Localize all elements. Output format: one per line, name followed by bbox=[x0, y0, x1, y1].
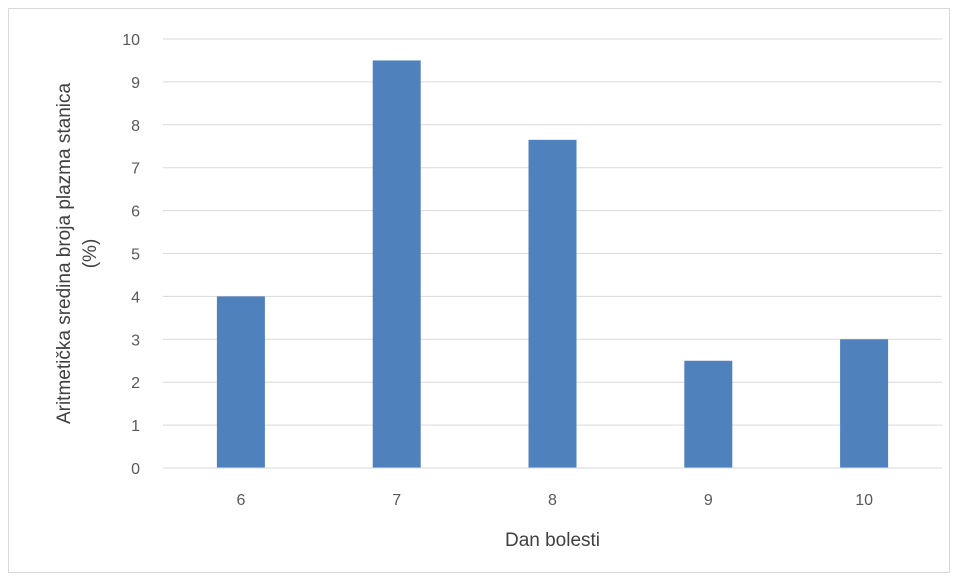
x-tick-label: 7 bbox=[392, 492, 401, 509]
y-tick-label: 9 bbox=[131, 75, 140, 92]
x-tick-label: 8 bbox=[548, 492, 557, 509]
y-tick-label: 1 bbox=[131, 418, 140, 435]
x-tick-label: 10 bbox=[855, 492, 873, 509]
bars bbox=[216, 60, 889, 468]
gridlines bbox=[163, 38, 942, 426]
y-tick-label: 0 bbox=[131, 461, 140, 478]
y-tick-label: 7 bbox=[131, 161, 140, 178]
y-tick-label: 6 bbox=[131, 204, 140, 221]
bar-8 bbox=[528, 139, 577, 468]
bar-7 bbox=[372, 60, 421, 468]
y-axis-title-line: Aritmetička sredina broja plazma stanica bbox=[54, 83, 75, 425]
y-tick-label: 4 bbox=[131, 289, 140, 306]
x-tick-label: 6 bbox=[236, 492, 245, 509]
y-tick-label: 3 bbox=[131, 332, 140, 349]
y-axis-title-line: (%) bbox=[80, 239, 101, 269]
y-tick-label: 2 bbox=[131, 375, 140, 392]
y-tick-label: 10 bbox=[122, 32, 140, 49]
bar-6 bbox=[216, 296, 265, 468]
bar-9 bbox=[684, 360, 733, 468]
y-tick-label: 5 bbox=[131, 247, 140, 264]
x-axis-title: Dan bolesti bbox=[505, 530, 600, 551]
x-tick-label: 9 bbox=[704, 492, 713, 509]
y-tick-label: 8 bbox=[131, 118, 140, 135]
bar-10 bbox=[840, 339, 889, 468]
chart-frame bbox=[8, 8, 950, 573]
x-axis-ticks: 6 7 8 9 10 bbox=[236, 492, 873, 509]
y-axis-ticks: 0 1 2 3 4 5 6 7 8 9 10 bbox=[122, 32, 140, 478]
y-axis-title: Aritmetička sredina broja plazma stanica… bbox=[54, 83, 101, 425]
